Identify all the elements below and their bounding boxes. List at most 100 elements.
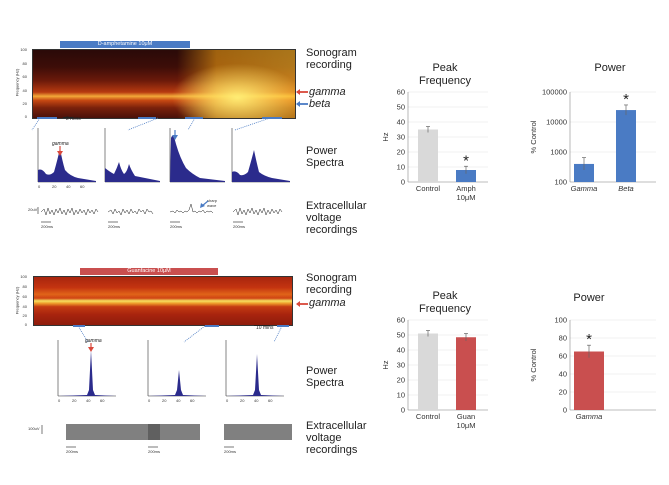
svg-text:0: 0 (58, 398, 61, 403)
chart1-ytick-label: 30 (397, 133, 405, 142)
chart-power-amph: 100 1000 10000 100000 % Control Gamma * Beta (529, 88, 656, 193)
bottom-trace-1 (66, 424, 160, 440)
bottom-connectors (77, 325, 283, 343)
svg-text:20: 20 (72, 398, 77, 403)
top-connectors (31, 117, 271, 131)
chart3-ytick-label: 20 (397, 376, 405, 385)
chart1-ytick-label: 0 (401, 178, 405, 187)
bottom-band-arrow (296, 301, 308, 307)
svg-text:40: 40 (254, 398, 259, 403)
svg-text:0: 0 (25, 322, 28, 327)
bottom-trace-2 (148, 424, 200, 440)
chart2-bar-1 (616, 110, 636, 182)
bottom-epoch-marker-3 (277, 325, 289, 327)
bottom-gamma-label: gamma (309, 297, 346, 309)
chart1-ytick-label: 60 (397, 88, 405, 97)
svg-text:80: 80 (23, 284, 28, 289)
svg-text:60: 60 (190, 398, 195, 403)
top-time-scale-bar (63, 117, 73, 118)
chart2-ytick-label: 100 (554, 178, 567, 187)
top-spectrum-gamma-annot: gamma (52, 141, 69, 147)
top-drug-label: D-amphetamine 10μM (97, 41, 153, 47)
chart3-xlabel-1: Guan (457, 412, 475, 421)
top-extracellular-label: Extracellular voltage recordings (306, 200, 367, 236)
top-sharp-wave-2: wave (207, 203, 217, 208)
top-trace-4 (232, 207, 283, 216)
chart3-ytick-label: 50 (397, 331, 405, 340)
svg-text:0: 0 (148, 398, 151, 403)
top-spectrum-4 (231, 128, 290, 183)
svg-text:60: 60 (80, 184, 85, 189)
top-volt-scale: 20uV (28, 207, 38, 212)
chart2-bar-0 (574, 163, 594, 182)
svg-text:80: 80 (23, 61, 28, 66)
chart1-bar-1 (456, 170, 476, 182)
bottom-ms-scale-3: 200ms (224, 449, 236, 454)
svg-text:40: 40 (23, 304, 28, 309)
top-ms-scale-3: 200ms (170, 224, 182, 229)
top-epoch-marker-3 (185, 117, 203, 119)
chart1-significance-1: * (463, 152, 469, 169)
chart2-ylabel: % Control (529, 120, 538, 153)
chart3-bar-1 (456, 337, 476, 410)
top-trace-3 (169, 203, 214, 214)
top-time-scale: 2 mins (66, 116, 81, 122)
chart3-xlabel2-1: 10μM (457, 421, 476, 430)
svg-text:60: 60 (23, 294, 28, 299)
chart2-ytick-label: 100000 (542, 88, 567, 97)
chart2-ytick-label: 1000 (550, 148, 567, 157)
chart1-ytick-label: 20 (397, 148, 405, 157)
bottom-trace-3 (224, 424, 292, 440)
top-band-arrows (296, 89, 308, 107)
chart4-significance-0: * (586, 331, 592, 348)
chart1-ytick-label: 10 (397, 163, 405, 172)
top-drug-bar: D-amphetamine 10μM (60, 41, 190, 48)
bottom-freq-axis-label: Frequency (Hz) (14, 286, 20, 315)
chart1-xlabel-0: Control (416, 184, 441, 193)
top-epoch-marker-4 (262, 117, 282, 119)
bottom-epoch-marker-1 (73, 325, 85, 327)
chart1-ytick-label: 40 (397, 118, 405, 127)
top-spectrum-2 (104, 128, 160, 183)
chart1-xlabel-1: Amph (456, 184, 476, 193)
chart3-xlabel-0: Control (416, 412, 441, 421)
chart4-ylabel: % Control (529, 348, 538, 381)
top-epoch-marker-1 (37, 117, 57, 119)
chart4-ytick-label: 80 (559, 334, 567, 343)
chart4-ytick-label: 20 (559, 388, 567, 397)
bottom-extracellular-label: Extracellular voltage recordings (306, 420, 367, 456)
svg-text:40: 40 (176, 398, 181, 403)
chart4-title: Power (573, 292, 605, 304)
top-ms-scale-1: 200ms (41, 224, 53, 229)
top-sonogram-yaxis: 100 80 60 40 20 0 (20, 47, 28, 119)
chart4-bar-0 (574, 351, 604, 410)
chart3-ytick-label: 10 (397, 391, 405, 400)
chart1-bar-0 (418, 129, 438, 182)
svg-text:100: 100 (20, 47, 27, 52)
svg-text:20: 20 (23, 313, 28, 318)
svg-text:20: 20 (162, 398, 167, 403)
chart3-ytick-label: 0 (401, 406, 405, 415)
chart-power-guan: 0 20 40 60 80 100 % Control * Gamma (529, 316, 656, 421)
chart1-ytick-label: 50 (397, 103, 405, 112)
chart4-ytick-label: 40 (559, 370, 567, 379)
svg-text:40: 40 (66, 184, 71, 189)
top-spectrum-3: beta (169, 128, 225, 183)
bottom-ms-scale-2: 200ms (148, 449, 160, 454)
top-traces: 20uV sharp wave 200ms 200ms 200ms 200ms (28, 198, 283, 229)
chart4-ytick-label: 60 (559, 352, 567, 361)
top-gamma-label: gamma (309, 86, 346, 98)
bottom-ms-scale-1: 200ms (66, 449, 78, 454)
chart3-title: Peak Frequency (419, 290, 471, 315)
svg-text:20: 20 (52, 184, 57, 189)
chart4-ytick-label: 0 (563, 406, 567, 415)
bottom-drug-label: Guanfacine 10μM (127, 268, 171, 274)
top-sonogram-label: Sonogram recording (306, 47, 357, 71)
svg-text:40: 40 (23, 88, 28, 93)
svg-text:20: 20 (23, 101, 28, 106)
top-trace-1 (40, 207, 99, 216)
bottom-sonogram (33, 276, 293, 326)
chart4-xlabel-0: Gamma (576, 412, 603, 421)
